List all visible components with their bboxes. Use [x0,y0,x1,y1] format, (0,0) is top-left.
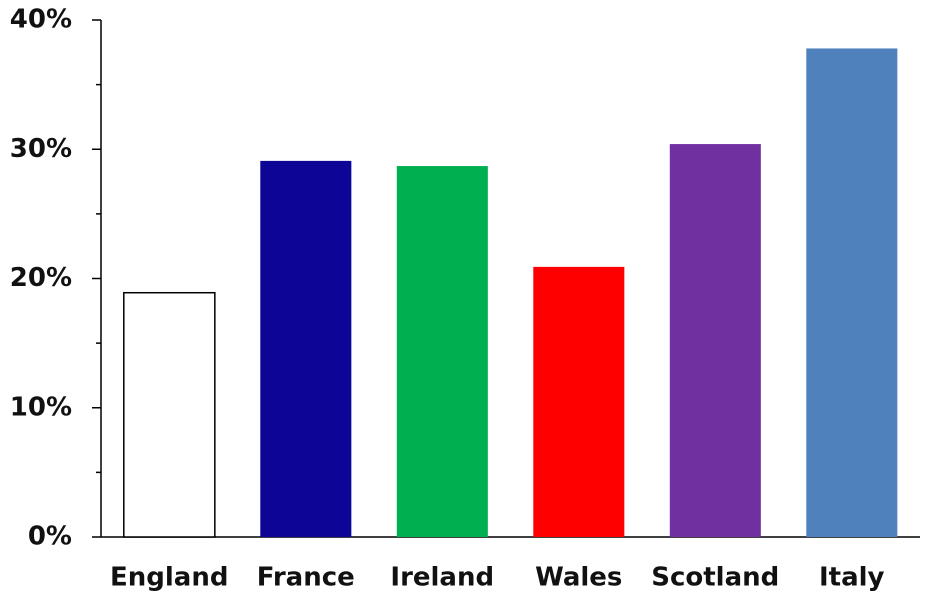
bar [260,160,352,537]
x-tick-label: Italy [819,563,885,593]
bar [396,166,488,538]
x-tick-label: Scotland [651,563,779,593]
x-tick-label: France [257,563,355,593]
bar [669,144,761,537]
y-tick-label: 40% [10,5,72,35]
y-tick-label: 10% [10,392,72,422]
y-tick-label: 0% [28,522,72,552]
y-tick-label: 20% [10,263,72,293]
x-tick-label: England [110,563,228,593]
bar [806,48,898,538]
bar [123,291,216,538]
x-tick-label: Ireland [390,563,494,593]
y-tick-label: 30% [10,134,72,164]
bar [533,266,625,537]
x-tick-label: Wales [535,563,622,593]
